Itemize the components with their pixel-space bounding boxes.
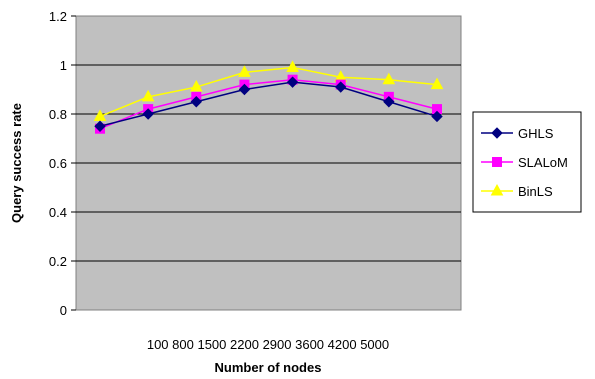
data-point <box>190 96 202 108</box>
series-line <box>99 66 438 118</box>
x-tick-label: 2200 <box>226 337 259 352</box>
x-tick-label: 3600 <box>292 337 325 352</box>
legend-item: SLALoM <box>481 155 568 170</box>
series-line <box>99 78 438 130</box>
legend-label: SLALoM <box>518 155 568 170</box>
data-point <box>286 76 299 88</box>
gridlines <box>76 64 461 262</box>
data-point <box>238 65 251 77</box>
x-tick-label: 100 <box>147 337 169 352</box>
legend-marker <box>492 157 502 167</box>
data-point <box>93 109 107 121</box>
data-point <box>382 72 396 85</box>
data-point <box>335 81 347 93</box>
y-axis-title: Query success rate <box>9 103 24 223</box>
data-point <box>286 60 299 72</box>
data-point <box>430 77 444 90</box>
x-axis-tick-labels: 100 800 1500 2200 2900 3600 4200 5000 <box>147 337 389 352</box>
series-line <box>99 81 438 127</box>
legend: GHLS SLALoM BinLS <box>472 111 582 213</box>
data-point <box>189 80 203 92</box>
data-point <box>94 120 106 132</box>
legend-marker <box>491 127 503 139</box>
legend-label: BinLS <box>518 184 553 199</box>
x-tick-label: 1500 <box>194 337 227 352</box>
series-layer <box>93 60 444 134</box>
y-tick-label: 0.2 <box>49 254 67 269</box>
x-tick-label: 5000 <box>357 337 390 352</box>
y-tick-label: 1.2 <box>49 9 67 24</box>
data-point <box>383 96 395 108</box>
data-point <box>142 108 154 120</box>
y-axis-ticks: 0 0.2 0.4 0.6 0.8 1 1.2 <box>49 9 76 318</box>
x-tick-label: 800 <box>169 337 194 352</box>
x-tick-label: 4200 <box>324 337 357 352</box>
x-axis-title: Number of nodes <box>215 360 322 375</box>
legend-item: BinLS <box>481 183 553 199</box>
y-tick-label: 1 <box>60 58 67 73</box>
x-tick-label: 2900 <box>259 337 292 352</box>
y-tick-label: 0.8 <box>49 107 67 122</box>
legend-item: GHLS <box>481 126 554 141</box>
legend-label: GHLS <box>518 126 554 141</box>
y-tick-label: 0 <box>60 303 67 318</box>
data-point <box>141 89 155 102</box>
data-point <box>431 110 443 123</box>
series-ghls <box>94 76 443 132</box>
y-tick-label: 0.6 <box>49 156 67 171</box>
data-point <box>238 83 251 96</box>
legend-marker <box>490 183 504 196</box>
y-tick-label: 0.4 <box>49 205 67 220</box>
